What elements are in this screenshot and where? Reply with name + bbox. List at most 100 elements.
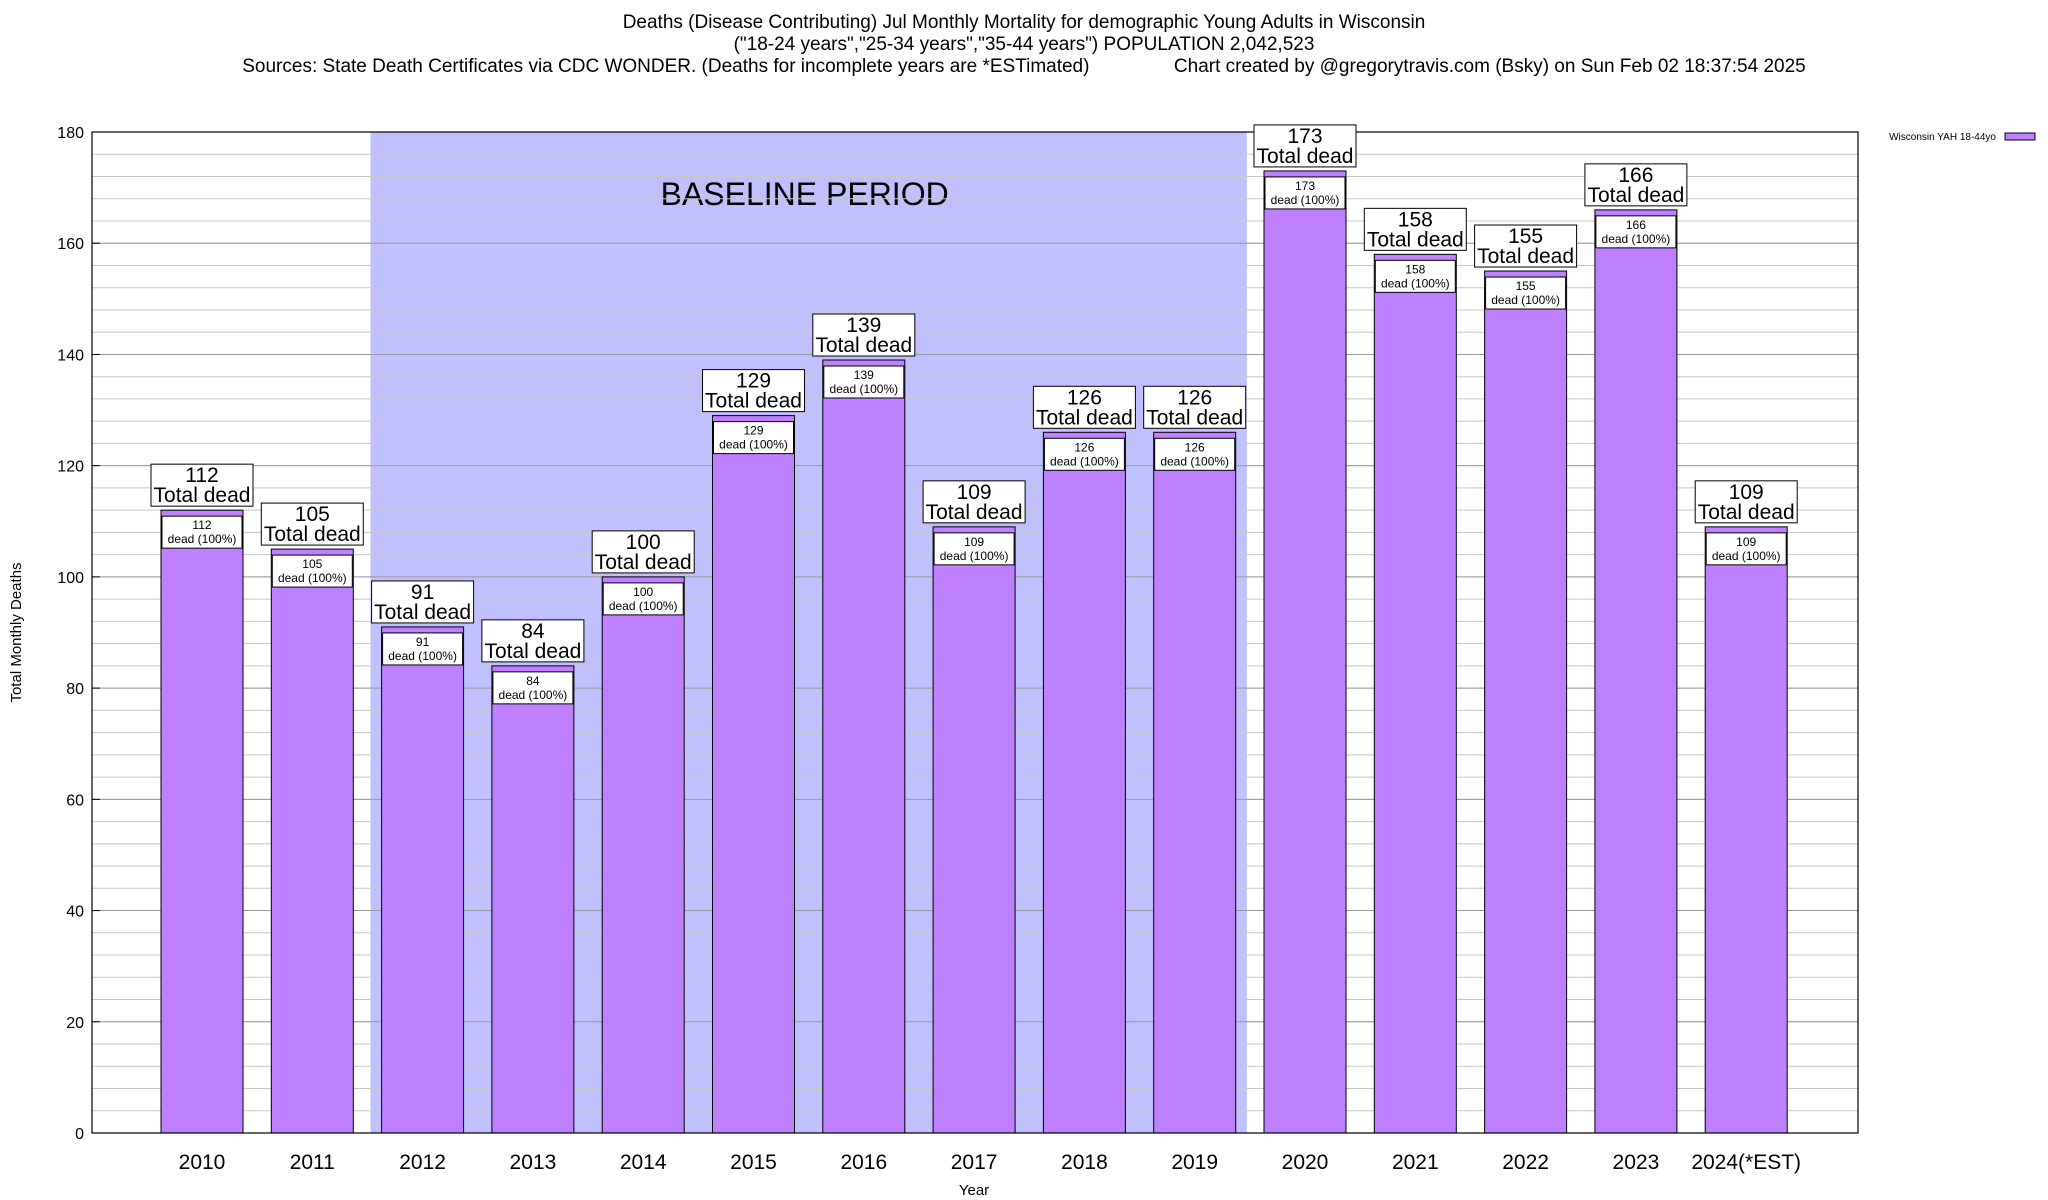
bar-total-label: Total dead (264, 523, 361, 546)
bar-top-label-box (1363, 207, 1467, 251)
bar-inner-value-label: 109 (964, 535, 984, 549)
bar-inner-percent-label: dead (100%) (1160, 454, 1229, 468)
bar-total-label: Total dead (1257, 145, 1354, 168)
bar-inner-value-label: 126 (1185, 440, 1205, 454)
bar-inner-label-box (1705, 532, 1787, 566)
bar-inner-label-box (1485, 276, 1567, 310)
bar-total-label: Total dead (1367, 228, 1464, 251)
bar-top-label-box (371, 580, 475, 624)
bar-inner-percent-label: dead (100%) (719, 438, 788, 452)
bar-value-label: 155 (1508, 225, 1543, 248)
bar-value-label: 109 (957, 481, 992, 504)
x-tick-label: 2024(*EST) (1691, 1151, 1801, 1174)
bar-top-label-box (260, 502, 364, 546)
x-tick-label: 2017 (951, 1151, 998, 1174)
y-tick-label: 120 (57, 459, 84, 476)
bar-inner-label-box (382, 632, 464, 666)
chart-title-line-2: ("18-24 years","25-34 years","35-44 year… (733, 34, 1315, 55)
bar-top-label-box (1253, 124, 1357, 168)
bar-total-label: Total dead (1587, 184, 1684, 207)
bar-inner-label-box (161, 515, 243, 549)
bar-total-label: Total dead (595, 551, 692, 574)
y-tick-label: 80 (66, 681, 84, 698)
x-tick-label: 2021 (1392, 1151, 1439, 1174)
bar (822, 359, 906, 1134)
bar-inner-percent-label: dead (100%) (829, 382, 898, 396)
bar-inner-value-label: 129 (743, 424, 763, 438)
bar-top-label-box (1143, 385, 1247, 429)
bar-inner-label-box (271, 554, 353, 588)
bar-inner-percent-label: dead (100%) (388, 649, 457, 663)
bar (1704, 526, 1788, 1134)
bar-top-label-box (481, 619, 585, 663)
bar-inner-percent-label: dead (100%) (1491, 293, 1560, 307)
bar-inner-value-label: 105 (302, 557, 322, 571)
x-tick-label: 2022 (1502, 1151, 1549, 1174)
bar-value-label: 105 (295, 503, 330, 526)
bar-top-label-box (922, 480, 1026, 524)
x-tick-label: 2010 (179, 1151, 226, 1174)
bar-top-label-box (702, 369, 805, 413)
bar-value-label: 126 (1067, 386, 1102, 409)
x-tick-label: 2018 (1061, 1151, 1108, 1174)
y-tick-label: 0 (75, 1126, 84, 1143)
bar-inner-value-label: 158 (1405, 262, 1425, 276)
bar-total-label: Total dead (1036, 406, 1133, 429)
x-tick-label: 2012 (399, 1151, 446, 1174)
y-tick-label: 180 (57, 125, 84, 142)
bar-total-label: Total dead (1698, 501, 1795, 524)
y-tick-label: 160 (57, 236, 84, 253)
bar-inner-label-box (933, 532, 1015, 566)
bar-top-label-box (1694, 480, 1798, 524)
bar-value-label: 109 (1729, 481, 1764, 504)
legend-entry-label: Wisconsin YAH 18-44yo (1889, 132, 1996, 143)
bar-inner-label-box (492, 671, 574, 705)
bar-total-label: Total dead (705, 390, 802, 413)
bar-total-label: Total dead (154, 484, 251, 507)
bar (601, 576, 685, 1134)
bar-inner-label-box (823, 365, 905, 399)
bars-layer (160, 170, 1788, 1134)
bar-top-label-box (1584, 163, 1688, 207)
bar-value-label: 126 (1177, 386, 1212, 409)
bar (1594, 209, 1678, 1134)
bar-total-label: Total dead (484, 640, 581, 663)
bar-inner-percent-label: dead (100%) (609, 599, 678, 613)
chart-title-line-1: Deaths (Disease Contributing) Jul Monthl… (622, 12, 1426, 33)
bar-total-label: Total dead (374, 601, 471, 624)
bar (491, 665, 575, 1134)
bar-value-label: 91 (411, 581, 434, 604)
y-tick-label: 20 (66, 1015, 84, 1032)
bar-value-label: 166 (1618, 164, 1653, 187)
bar-inner-label-box (1374, 259, 1456, 293)
bar-top-label-box (1032, 385, 1136, 429)
x-tick-label: 2023 (1613, 1151, 1660, 1174)
bar-value-label: 84 (521, 620, 545, 643)
axes-layer: 2010 2011 2012 2013 2014 2015 2016 2017 2018 2019… (8, 125, 1859, 1199)
bar-top-label-box (812, 313, 916, 357)
bar-inner-value-label: 112 (192, 518, 211, 532)
y-tick-label: 60 (66, 792, 84, 809)
x-tick-label: 2019 (1171, 1151, 1218, 1174)
x-axis-title: Year (959, 1182, 989, 1199)
plot-frame (91, 131, 1859, 1134)
bar-inner-value-label: 155 (1516, 279, 1536, 293)
x-tick-label: 2014 (620, 1151, 667, 1174)
bar-value-label: 158 (1398, 208, 1433, 231)
bar-value-label: 100 (626, 531, 661, 554)
bar (381, 626, 465, 1134)
bar-inner-percent-label: dead (100%) (1712, 549, 1781, 563)
bar-inner-percent-label: dead (100%) (499, 688, 568, 702)
bar (1263, 170, 1347, 1134)
bar-inner-value-label: 173 (1295, 179, 1315, 193)
y-tick-label: 140 (57, 347, 84, 364)
x-tick-label: 2011 (290, 1151, 335, 1174)
bar-top-label-box (1474, 224, 1578, 268)
bar (1484, 270, 1568, 1134)
bar-inner-percent-label: dead (100%) (1602, 232, 1671, 246)
bar (1042, 431, 1126, 1134)
bar-inner-label-box (1043, 437, 1125, 471)
legend: Wisconsin YAH 18-44yo (1889, 132, 2036, 143)
